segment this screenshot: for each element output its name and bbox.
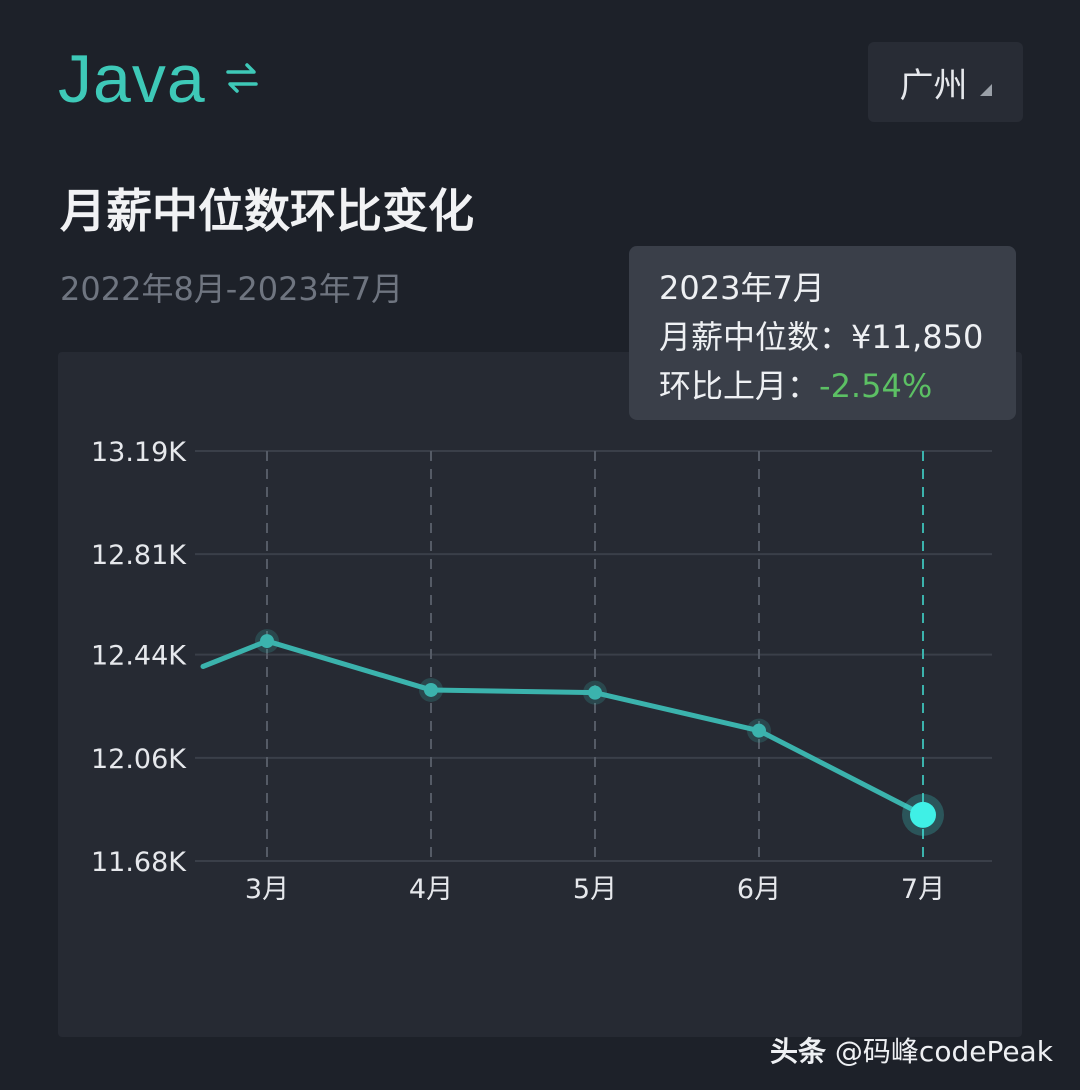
tooltip-median-label: 月薪中位数： bbox=[659, 318, 852, 356]
tooltip-mom-row: 环比上月：-2.54% bbox=[659, 362, 1016, 411]
x-tick-label: 4月 bbox=[409, 874, 453, 905]
x-tick-label: 6月 bbox=[737, 874, 781, 905]
data-point bbox=[752, 723, 766, 738]
swap-arrows-icon[interactable] bbox=[222, 58, 262, 98]
y-tick-label: 12.44K bbox=[91, 641, 187, 672]
y-tick-label: 12.81K bbox=[91, 540, 187, 571]
date-range: 2022年8月-2023年7月 bbox=[60, 270, 404, 308]
watermark-handle: @码峰codePeak bbox=[834, 1035, 1053, 1068]
tooltip-period: 2023年7月 bbox=[659, 269, 825, 307]
data-point bbox=[910, 801, 936, 828]
tooltip-mom-label: 环比上月： bbox=[659, 367, 820, 405]
y-tick-label: 13.19K bbox=[91, 437, 187, 468]
x-tick-label: 7月 bbox=[901, 874, 945, 905]
tooltip-mom-value: -2.54% bbox=[819, 367, 933, 405]
city-selector[interactable]: 广州 bbox=[868, 42, 1023, 122]
dropdown-caret-icon bbox=[979, 84, 992, 96]
chart-title: 月薪中位数环比变化 bbox=[60, 184, 474, 238]
language-title: Java bbox=[58, 41, 206, 117]
x-tick-label: 5月 bbox=[573, 874, 617, 905]
data-tooltip: 2023年7月 月薪中位数：¥11,850 环比上月：-2.54% bbox=[629, 246, 1016, 420]
watermark: 头条 @码峰codePeak bbox=[770, 1030, 1053, 1070]
series-line bbox=[200, 638, 926, 818]
tooltip-median-value: ¥11,850 bbox=[851, 318, 984, 356]
city-label: 广州 bbox=[899, 65, 968, 106]
y-tick-label: 12.06K bbox=[91, 744, 187, 775]
data-point bbox=[424, 682, 438, 697]
x-tick-label: 3月 bbox=[245, 874, 289, 905]
chart-panel bbox=[58, 352, 1022, 1037]
y-tick-label: 11.68K bbox=[91, 847, 187, 878]
data-point bbox=[260, 634, 274, 649]
watermark-brand: 头条 bbox=[770, 1035, 827, 1068]
tooltip-median-row: 月薪中位数：¥11,850 bbox=[659, 313, 1016, 362]
data-point bbox=[588, 685, 602, 700]
